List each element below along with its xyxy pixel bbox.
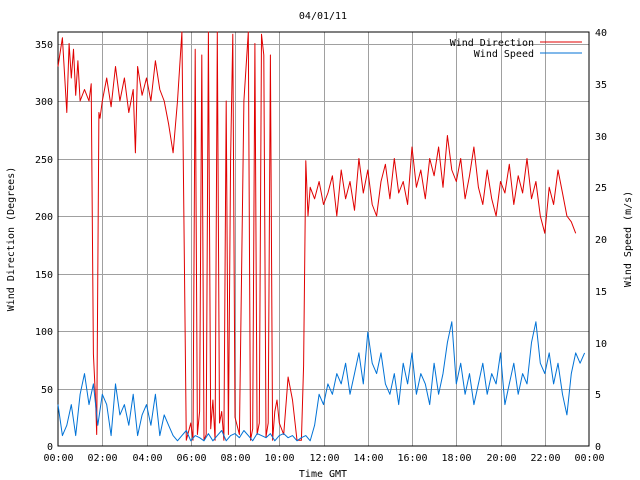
series-line-wind-direction xyxy=(57,31,577,441)
chart-title: 04/01/11 xyxy=(299,11,347,22)
y-right-tick-label: 15 xyxy=(595,287,607,298)
y-right-axis-ticks: 0 5 10 15 20 25 30 35 40 xyxy=(595,28,607,453)
y-left-tick-label: 350 xyxy=(35,40,53,51)
y-right-tick-label: 0 xyxy=(595,442,601,453)
x-tick-label: 18:00 xyxy=(441,453,471,464)
y-left-tick-label: 200 xyxy=(35,212,53,223)
series-layer xyxy=(57,31,586,442)
x-tick-label: 20:00 xyxy=(486,453,516,464)
y-left-tick-label: 0 xyxy=(47,442,53,453)
y-left-tick-label: 250 xyxy=(35,155,53,166)
series-line-wind-speed xyxy=(57,321,586,442)
x-axis-label: Time GMT xyxy=(299,469,347,480)
x-tick-label: 06:00 xyxy=(176,453,206,464)
x-tick-label: 02:00 xyxy=(87,453,117,464)
x-tick-label: 16:00 xyxy=(397,453,427,464)
y-left-tick-label: 150 xyxy=(35,270,53,281)
plot-frame xyxy=(57,31,590,447)
y-left-tick-label: 50 xyxy=(41,385,53,396)
legend: Wind Direction Wind Speed xyxy=(450,38,582,60)
x-axis-ticks: 00:00 02:00 04:00 06:00 08:00 10:00 12:00 14:00… xyxy=(43,453,604,464)
x-tick-label: 14:00 xyxy=(353,453,383,464)
y-left-axis-ticks: 0 50 100 150 200 250 300 350 xyxy=(35,40,53,453)
x-tick-label: 12:00 xyxy=(309,453,339,464)
y-right-tick-label: 40 xyxy=(595,28,607,39)
y-right-tick-label: 30 xyxy=(595,132,607,143)
y-right-tick-label: 10 xyxy=(595,339,607,350)
x-tick-label: 00:00 xyxy=(574,453,604,464)
x-tick-label: 00:00 xyxy=(43,453,73,464)
y-left-tick-label: 300 xyxy=(35,97,53,108)
y-right-tick-label: 20 xyxy=(595,235,607,246)
y-right-axis-label: Wind Speed (m/s) xyxy=(623,191,634,287)
y-right-tick-label: 35 xyxy=(595,80,607,91)
x-tick-label: 22:00 xyxy=(530,453,560,464)
y-right-tick-label: 25 xyxy=(595,183,607,194)
legend-label-wind-speed: Wind Speed xyxy=(474,49,534,60)
grid xyxy=(58,32,589,446)
legend-label-wind-direction: Wind Direction xyxy=(450,38,534,49)
y-left-axis-label: Wind Direction (Degrees) xyxy=(6,167,17,312)
y-right-tick-label: 5 xyxy=(595,390,601,401)
x-tick-label: 08:00 xyxy=(220,453,250,464)
y-left-tick-label: 100 xyxy=(35,327,53,338)
x-tick-label: 04:00 xyxy=(132,453,162,464)
x-tick-label: 10:00 xyxy=(264,453,294,464)
